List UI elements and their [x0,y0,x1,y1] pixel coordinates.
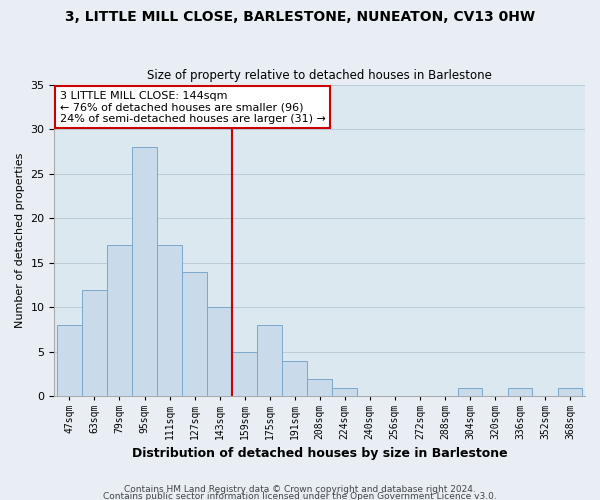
Bar [232,352,257,397]
Bar [57,325,82,396]
Bar [283,361,307,396]
Text: 3 LITTLE MILL CLOSE: 144sqm
← 76% of detached houses are smaller (96)
24% of sem: 3 LITTLE MILL CLOSE: 144sqm ← 76% of det… [60,91,326,124]
Bar [508,388,532,396]
X-axis label: Distribution of detached houses by size in Barlestone: Distribution of detached houses by size … [132,447,508,460]
Bar [132,147,157,396]
Bar [208,308,232,396]
Bar [157,245,182,396]
Text: Contains HM Land Registry data © Crown copyright and database right 2024.: Contains HM Land Registry data © Crown c… [124,486,476,494]
Bar [257,325,282,396]
Bar [107,245,132,396]
Bar [307,378,332,396]
Bar [458,388,482,396]
Text: 3, LITTLE MILL CLOSE, BARLESTONE, NUNEATON, CV13 0HW: 3, LITTLE MILL CLOSE, BARLESTONE, NUNEAT… [65,10,535,24]
Text: Contains public sector information licensed under the Open Government Licence v3: Contains public sector information licen… [103,492,497,500]
Title: Size of property relative to detached houses in Barlestone: Size of property relative to detached ho… [147,69,492,82]
Bar [82,290,107,397]
Bar [182,272,207,396]
Y-axis label: Number of detached properties: Number of detached properties [15,153,25,328]
Bar [332,388,357,396]
Bar [558,388,582,396]
